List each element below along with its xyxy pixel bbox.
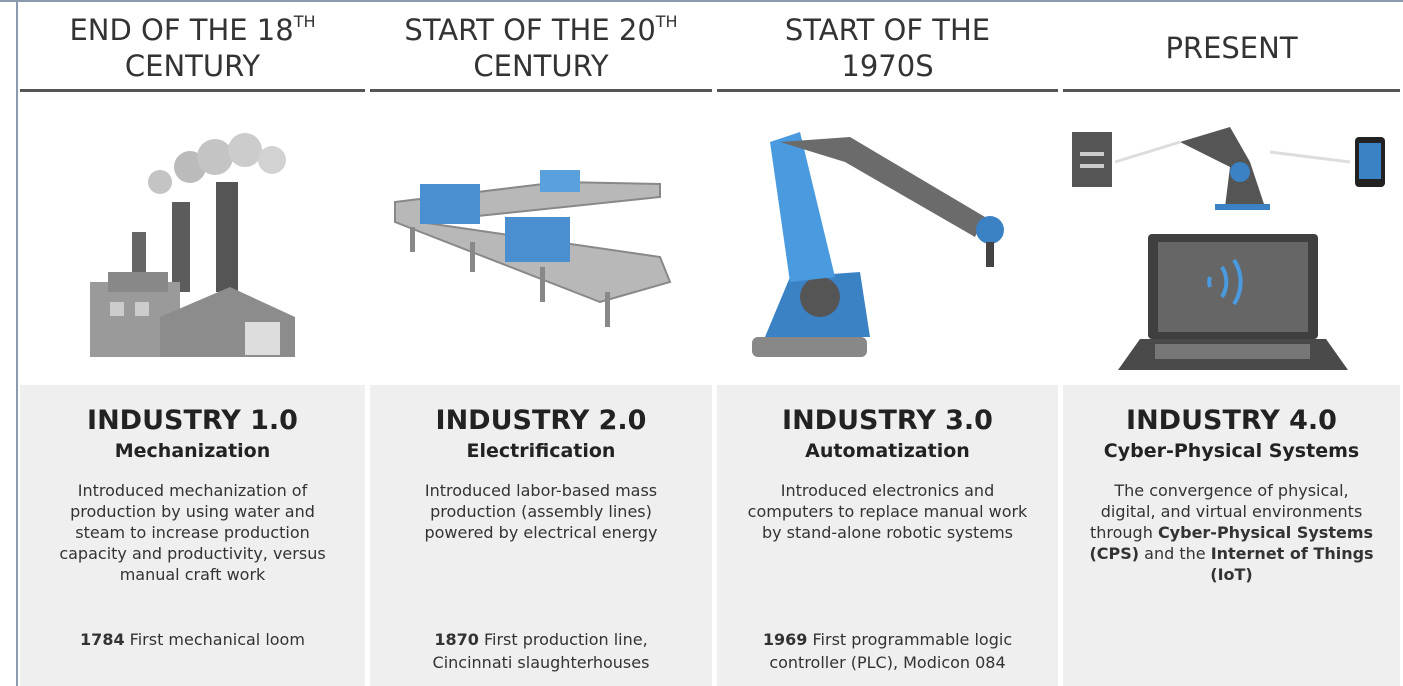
description-text: Internet of Things (IoT) bbox=[1210, 544, 1373, 584]
info-panel: INDUSTRY 3.0 Automatization Introduced ele… bbox=[717, 385, 1058, 686]
era-line: START OF THE bbox=[717, 12, 1058, 48]
industry-title: INDUSTRY 3.0 bbox=[717, 405, 1058, 436]
info-panel: INDUSTRY 2.0 Electrification Introduced la… bbox=[370, 385, 712, 686]
milestone-year: 1969 bbox=[763, 630, 808, 649]
milestone: 1870 First production line, Cincinnati s… bbox=[370, 628, 712, 674]
era-line: PRESENT bbox=[1063, 30, 1400, 66]
era-text: END OF THE 18 bbox=[69, 13, 293, 47]
era-text: START OF THE 20 bbox=[404, 13, 655, 47]
description-text: and the bbox=[1139, 544, 1211, 563]
milestone: 1784 First mechanical loom bbox=[20, 628, 365, 651]
description: Introduced labor-based mass production (… bbox=[396, 480, 686, 543]
description-text: Introduced labor-based mass production (… bbox=[424, 481, 657, 542]
era-line: START OF THE 20TH bbox=[370, 12, 712, 48]
industry-title: INDUSTRY 1.0 bbox=[20, 405, 365, 436]
era-line: CENTURY bbox=[20, 48, 365, 84]
era-line: 1970S bbox=[717, 48, 1058, 84]
milestone-year: 1784 bbox=[80, 630, 125, 649]
column: PRESENT INDUSTRY 4.0 Cyber-Physical System… bbox=[1063, 2, 1400, 686]
description-text: Introduced mechanization of production b… bbox=[59, 481, 325, 584]
era-superscript: TH bbox=[294, 12, 316, 31]
era-text: START OF THE bbox=[785, 13, 990, 47]
description: The convergence of physical, digital, an… bbox=[1087, 480, 1377, 585]
industry-subtitle: Electrification bbox=[370, 440, 712, 462]
description: Introduced mechanization of production b… bbox=[48, 480, 338, 585]
info-panel: INDUSTRY 4.0 Cyber-Physical Systems The co… bbox=[1063, 385, 1400, 686]
industry-title: INDUSTRY 2.0 bbox=[370, 405, 712, 436]
era-heading: PRESENT bbox=[1063, 2, 1400, 92]
era-line: CENTURY bbox=[370, 48, 712, 84]
industry-title: INDUSTRY 4.0 bbox=[1063, 405, 1400, 436]
milestone-year: 1870 bbox=[434, 630, 479, 649]
era-line: END OF THE 18TH bbox=[20, 12, 365, 48]
industry-subtitle: Automatization bbox=[717, 440, 1058, 462]
description-text: Introduced electronics and computers to … bbox=[748, 481, 1028, 542]
era-text: PRESENT bbox=[1165, 31, 1297, 65]
industry-subtitle: Cyber-Physical Systems bbox=[1063, 440, 1400, 462]
infographic: END OF THE 18THCENTURYINDUSTRY 1.0Mechan… bbox=[0, 0, 1403, 686]
milestone-text: First mechanical loom bbox=[130, 630, 305, 649]
milestone: 1969 First programmable logic controller… bbox=[717, 628, 1058, 674]
industry-subtitle: Mechanization bbox=[20, 440, 365, 462]
info-panel: INDUSTRY 1.0 Mechanization Introduced mech… bbox=[20, 385, 365, 686]
description: Introduced electronics and computers to … bbox=[743, 480, 1033, 543]
era-superscript: TH bbox=[656, 12, 678, 31]
